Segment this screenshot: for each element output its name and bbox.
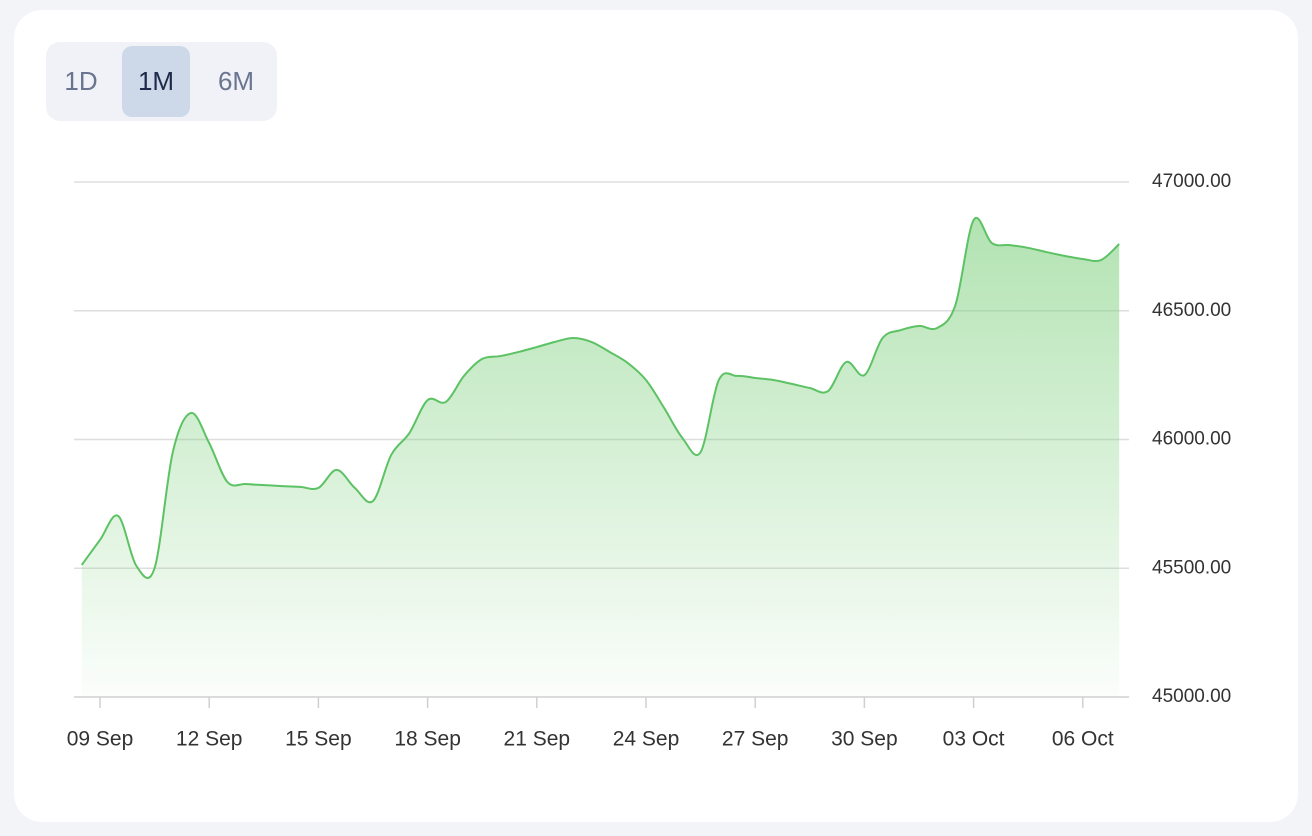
y-tick-label: 47000.00 xyxy=(1152,171,1231,192)
x-tick-label: 27 Sep xyxy=(722,728,789,751)
range-button[interactable]: 1D xyxy=(64,66,97,96)
x-tick-label: 06 Oct xyxy=(1052,728,1114,751)
x-tick-label: 30 Sep xyxy=(831,728,898,751)
y-tick-label: 45500.00 xyxy=(1152,557,1231,578)
y-tick-label: 45000.00 xyxy=(1152,686,1231,707)
range-button[interactable]: 6M xyxy=(218,66,254,96)
x-tick-label: 15 Sep xyxy=(285,728,352,751)
y-tick-label: 46000.00 xyxy=(1152,429,1231,450)
x-tick-label: 18 Sep xyxy=(394,728,461,751)
area-fill xyxy=(81,217,1120,697)
price-line xyxy=(80,216,1120,579)
y-tick-label: 46500.00 xyxy=(1152,300,1231,321)
x-tick-label: 24 Sep xyxy=(613,728,680,751)
range-button-active[interactable] xyxy=(122,46,190,117)
x-tick-label: 21 Sep xyxy=(504,728,571,751)
x-tick-label: 12 Sep xyxy=(176,728,243,751)
x-tick-label: 03 Oct xyxy=(943,728,1005,751)
range-button[interactable]: 1M xyxy=(138,66,174,96)
x-tick-label: 09 Sep xyxy=(67,728,134,751)
